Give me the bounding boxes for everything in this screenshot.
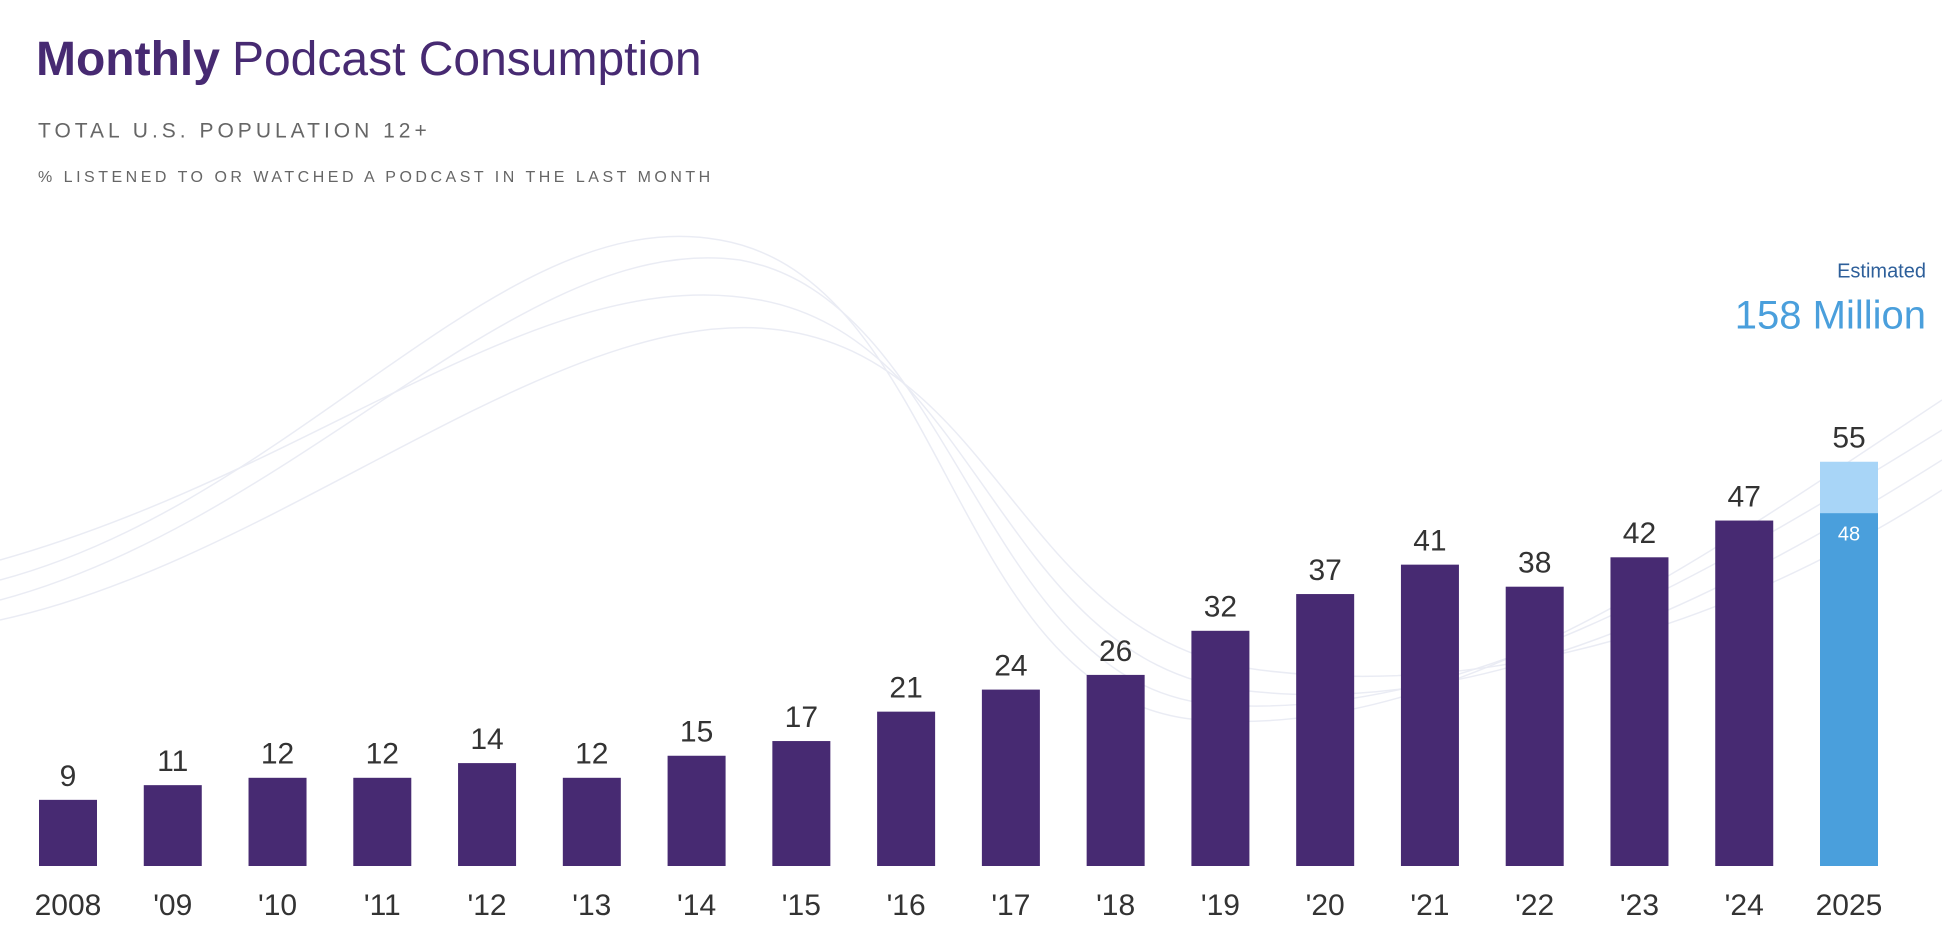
bar — [1610, 557, 1669, 866]
x-tick-label: 2008 — [35, 889, 102, 922]
x-tick-label: '11 — [364, 889, 401, 922]
bar — [1400, 564, 1459, 866]
annotation-label: Estimated — [1837, 260, 1926, 282]
bar — [1296, 594, 1355, 866]
value-label: 41 — [1413, 525, 1446, 558]
bar — [667, 755, 726, 866]
title-bold: Monthly — [36, 33, 220, 86]
bar — [981, 689, 1040, 866]
x-tick-label: '20 — [1306, 889, 1345, 922]
value-label: 55 — [1832, 422, 1865, 455]
bar — [772, 741, 831, 866]
x-tick-label: '24 — [1725, 889, 1764, 922]
bar — [1086, 674, 1145, 866]
background-waves — [0, 235, 1942, 723]
subtitle: % LISTENED TO OR WATCHED A PODCAST IN TH… — [38, 169, 714, 186]
x-tick-label: '16 — [887, 889, 926, 922]
value-label: 14 — [470, 723, 503, 756]
chart-title: Monthly Podcast Consumption — [36, 33, 702, 86]
value-label: 17 — [785, 701, 818, 734]
x-tick-label: '13 — [572, 889, 611, 922]
bar — [248, 777, 307, 866]
value-label: 47 — [1728, 480, 1761, 513]
value-label: 38 — [1518, 547, 1551, 580]
x-tick-label: '22 — [1515, 889, 1554, 922]
x-tick-label: '19 — [1201, 889, 1240, 922]
inner-value-label: 48 — [1838, 523, 1860, 545]
x-tick-label: '10 — [258, 889, 297, 922]
bar — [1715, 520, 1774, 866]
bar — [39, 799, 97, 866]
value-label: 37 — [1308, 554, 1341, 587]
value-label: 9 — [60, 760, 77, 793]
value-label: 21 — [889, 672, 922, 705]
x-tick-label: '14 — [677, 889, 716, 922]
x-tick-label: '12 — [468, 889, 507, 922]
x-tick-label: 2025 — [1816, 889, 1883, 922]
inner-bar — [1820, 513, 1878, 866]
x-tick-label: '18 — [1096, 889, 1135, 922]
value-label: 15 — [680, 716, 713, 749]
subtitle: TOTAL U.S. POPULATION 12+ — [38, 120, 431, 143]
value-label: 42 — [1623, 517, 1656, 550]
annotation-value: 158 Million — [1735, 294, 1926, 338]
x-tick-label: '15 — [782, 889, 821, 922]
bar — [1505, 586, 1564, 866]
value-label: 12 — [575, 738, 608, 771]
value-label: 12 — [261, 738, 294, 771]
x-tick-label: '17 — [991, 889, 1030, 922]
bar — [143, 785, 202, 866]
bar — [877, 711, 936, 866]
bar — [1191, 630, 1250, 866]
value-label: 32 — [1204, 591, 1237, 624]
x-tick-label: '21 — [1410, 889, 1449, 922]
value-label: 11 — [157, 745, 188, 778]
x-tick-label: '09 — [153, 889, 192, 922]
value-label: 26 — [1099, 635, 1132, 668]
bar — [562, 777, 621, 866]
title-rest: Podcast Consumption — [232, 33, 702, 86]
bar — [353, 777, 412, 866]
value-label: 24 — [994, 650, 1027, 683]
x-tick-label: '23 — [1620, 889, 1659, 922]
bar — [458, 763, 517, 866]
value-label: 12 — [366, 738, 399, 771]
